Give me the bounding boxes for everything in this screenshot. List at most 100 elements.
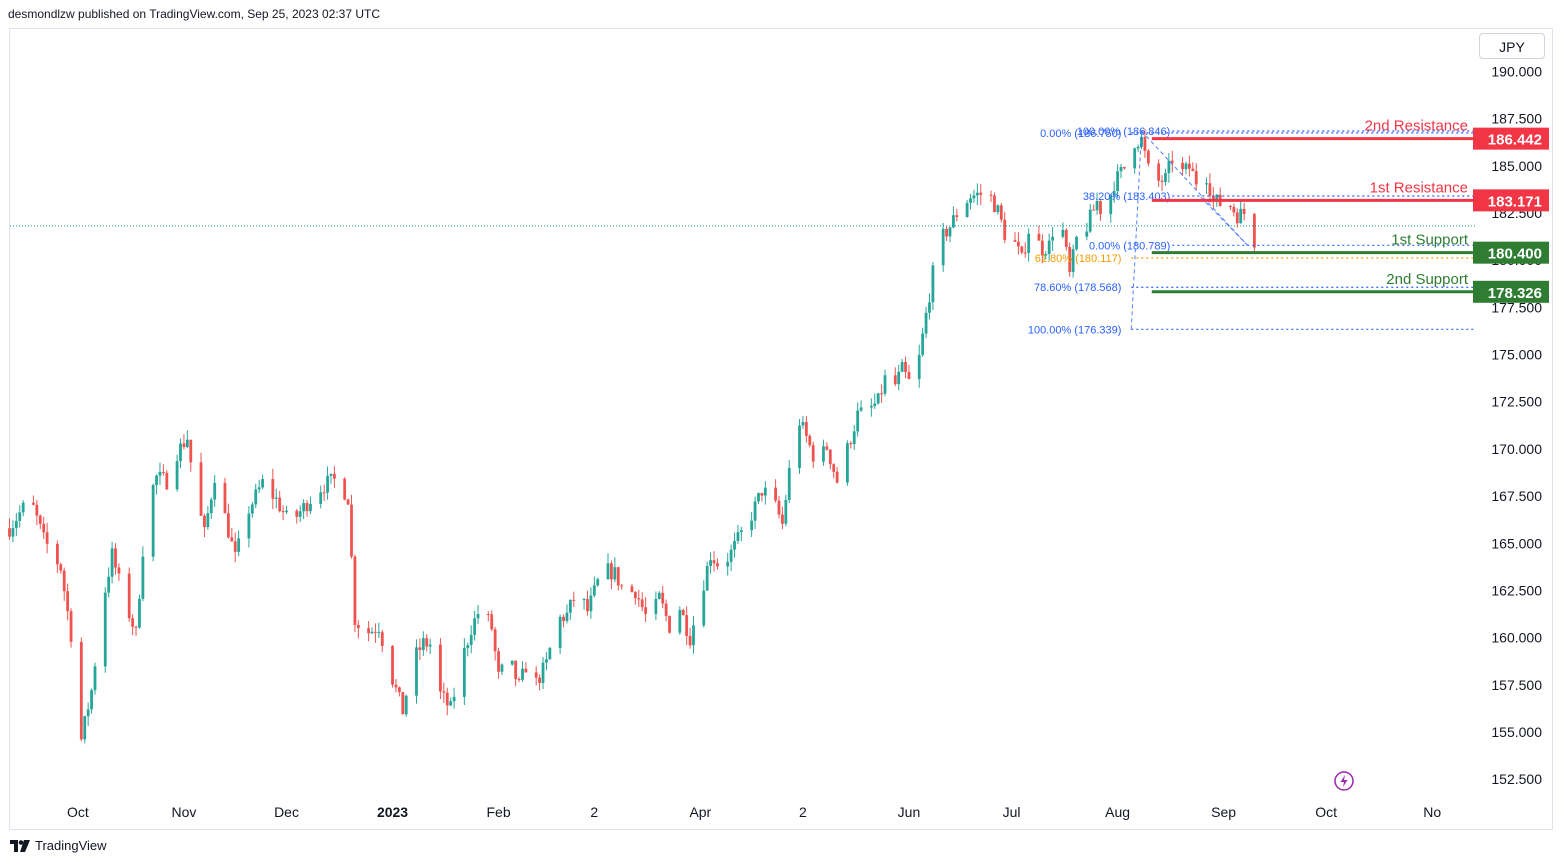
candle-body bbox=[1003, 219, 1007, 240]
candle-body bbox=[329, 473, 333, 476]
candle-body bbox=[787, 468, 791, 500]
candle-body bbox=[182, 443, 186, 448]
candle-body bbox=[521, 668, 524, 680]
candle-body bbox=[226, 513, 230, 538]
footer-brand: TradingView bbox=[35, 838, 107, 853]
candle-body bbox=[856, 410, 860, 432]
fib-level-label: 100.00% (176.339) bbox=[1028, 324, 1122, 336]
candle-body bbox=[849, 443, 853, 445]
candle-body bbox=[1088, 209, 1092, 232]
candle-body bbox=[928, 302, 931, 313]
candle-body bbox=[852, 431, 856, 445]
level-price-label: 186.442 bbox=[1488, 132, 1542, 149]
candle-body bbox=[462, 648, 466, 697]
candle-body bbox=[969, 198, 972, 203]
candle-body bbox=[343, 478, 347, 500]
candle-body bbox=[1239, 208, 1243, 224]
candle-body bbox=[486, 614, 490, 616]
candle-body bbox=[309, 503, 312, 512]
candle-body bbox=[545, 659, 548, 663]
candle-body bbox=[610, 563, 613, 580]
candle-body bbox=[114, 548, 117, 568]
x-tick-label: 2 bbox=[590, 804, 598, 820]
candle-body bbox=[763, 487, 767, 496]
candle-body bbox=[1167, 160, 1171, 174]
candle-body bbox=[55, 543, 59, 565]
candle-body bbox=[1191, 168, 1195, 172]
candle-body bbox=[127, 573, 131, 619]
candle-body bbox=[59, 564, 63, 571]
candle-body bbox=[900, 361, 904, 372]
candle-body bbox=[1229, 205, 1232, 207]
candle-body bbox=[83, 716, 87, 740]
candle-body bbox=[1109, 195, 1113, 215]
candle-body bbox=[688, 636, 692, 646]
candle-body bbox=[110, 548, 114, 577]
y-tick-label: 175.000 bbox=[1491, 347, 1542, 363]
candle-body bbox=[107, 576, 111, 593]
candle-body bbox=[606, 563, 610, 580]
candle-body bbox=[155, 475, 158, 486]
axis-layer: 190.000187.500185.000182.500180.000177.5… bbox=[67, 64, 1542, 820]
candle-body bbox=[1205, 183, 1208, 185]
candle-body bbox=[380, 632, 384, 646]
candle-body bbox=[223, 482, 227, 514]
candle-body bbox=[897, 371, 901, 385]
candle-body bbox=[21, 502, 25, 513]
candle-body bbox=[972, 195, 976, 199]
candle-body bbox=[657, 592, 661, 599]
candle-body bbox=[346, 499, 350, 505]
candle-body bbox=[1068, 246, 1072, 272]
candle-body bbox=[86, 709, 90, 717]
y-tick-label: 165.000 bbox=[1491, 535, 1542, 551]
candle-body bbox=[1181, 162, 1184, 170]
candle-body bbox=[1160, 180, 1164, 182]
y-tick-label: 170.000 bbox=[1491, 441, 1542, 457]
candle-body bbox=[469, 634, 473, 646]
candle-body bbox=[534, 672, 538, 678]
fib-level-label: 78.60% (178.568) bbox=[1034, 282, 1121, 294]
candle-body bbox=[131, 618, 135, 627]
candle-body bbox=[1027, 233, 1031, 253]
candle-body bbox=[965, 202, 969, 217]
candle-body bbox=[1040, 240, 1044, 256]
y-tick-label: 167.500 bbox=[1491, 488, 1542, 504]
candle-body bbox=[996, 205, 1000, 213]
x-tick-label: Jul bbox=[1003, 804, 1021, 820]
candle-body bbox=[568, 599, 572, 613]
candle-body bbox=[203, 515, 206, 528]
candle-body bbox=[948, 227, 952, 237]
candle-body bbox=[401, 692, 405, 715]
candle-body bbox=[1188, 163, 1191, 169]
candle-body bbox=[917, 354, 921, 379]
candle-body bbox=[117, 567, 121, 574]
candle-body bbox=[726, 561, 730, 567]
candle-body bbox=[490, 614, 494, 630]
candle-body bbox=[1044, 254, 1048, 256]
candle-body bbox=[8, 528, 11, 537]
candle-body bbox=[1020, 246, 1024, 253]
candle-body bbox=[42, 523, 46, 533]
candle-body bbox=[1064, 229, 1068, 247]
candle-body bbox=[449, 701, 453, 706]
candle-body bbox=[883, 375, 887, 394]
currency-button[interactable]: JPY bbox=[1479, 33, 1545, 59]
candle-body bbox=[828, 449, 832, 465]
x-tick-label: Feb bbox=[486, 804, 510, 820]
candle-body bbox=[777, 500, 781, 515]
candle-body bbox=[473, 618, 477, 635]
candle-body bbox=[620, 585, 624, 587]
candle-body bbox=[869, 405, 873, 408]
candle-body bbox=[510, 660, 514, 665]
candle-body bbox=[760, 493, 764, 496]
lightning-icon[interactable] bbox=[1334, 771, 1354, 791]
candle-body bbox=[733, 540, 736, 550]
candle-body bbox=[1051, 236, 1054, 241]
candle-body bbox=[541, 662, 545, 683]
candle-body bbox=[955, 215, 959, 217]
candle-body bbox=[781, 514, 784, 524]
candle-body bbox=[179, 443, 182, 462]
level-price-label: 178.326 bbox=[1488, 285, 1542, 302]
candle-body bbox=[1061, 229, 1065, 237]
